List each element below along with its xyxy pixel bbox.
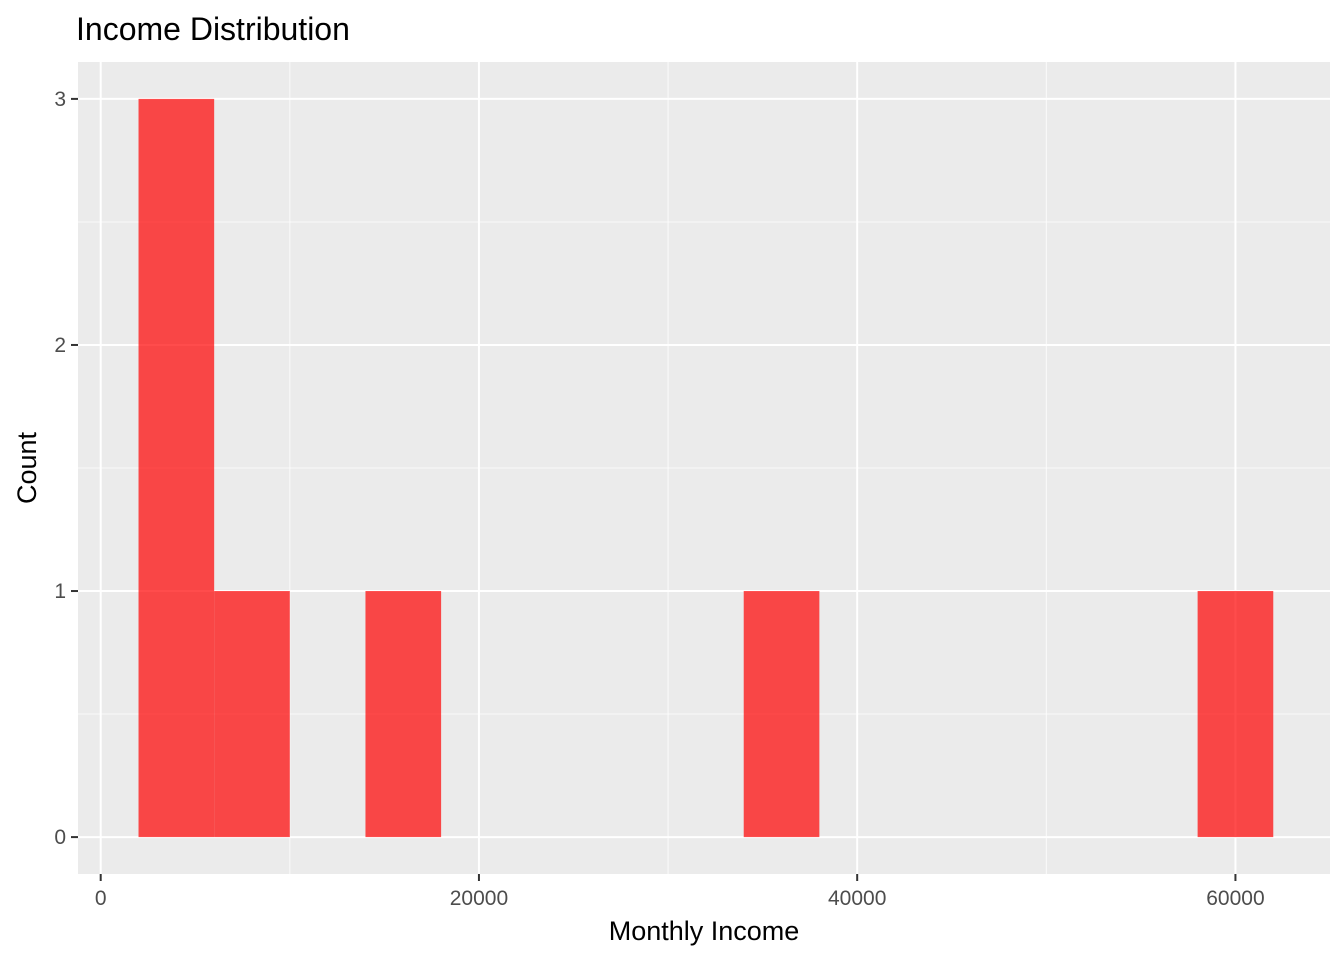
- histogram-bar: [365, 591, 442, 838]
- x-tick-label: 40000: [828, 887, 886, 910]
- histogram-bar: [1197, 591, 1274, 838]
- x-axis-title: Monthly Income: [609, 916, 800, 946]
- histogram-bar: [214, 591, 290, 838]
- y-tick-label: 1: [54, 580, 66, 603]
- axes: 0 20000 40000 60000 0 1 2 3: [54, 88, 1264, 910]
- histogram-bar: [743, 591, 820, 838]
- chart-title: Income Distribution: [76, 11, 350, 47]
- y-tick-label: 3: [54, 88, 66, 111]
- y-axis-title: Count: [12, 431, 42, 504]
- x-tick-label: 60000: [1206, 887, 1264, 910]
- x-tick-label: 20000: [450, 887, 508, 910]
- y-tick-label: 2: [54, 334, 66, 357]
- histogram-bars: [138, 98, 1274, 838]
- histogram-bar: [138, 98, 215, 838]
- y-tick-label: 0: [54, 826, 66, 849]
- x-tick-label: 0: [95, 887, 107, 910]
